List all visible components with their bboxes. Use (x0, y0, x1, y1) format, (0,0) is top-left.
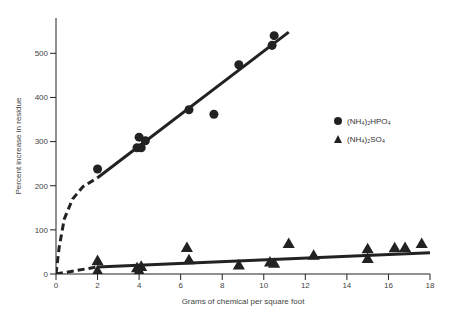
svg-text:12: 12 (301, 281, 310, 290)
svg-text:300: 300 (35, 137, 49, 146)
svg-text:16: 16 (384, 281, 393, 290)
svg-text:0: 0 (44, 270, 49, 279)
svg-text:100: 100 (35, 226, 49, 235)
svg-text:2: 2 (95, 281, 100, 290)
svg-text:400: 400 (35, 93, 49, 102)
svg-text:14: 14 (342, 281, 351, 290)
svg-text:Percent increase in residue: Percent increase in residue (14, 97, 23, 194)
svg-text:500: 500 (35, 49, 49, 58)
svg-text:18: 18 (426, 281, 435, 290)
svg-text:0: 0 (54, 281, 59, 290)
svg-text:4: 4 (137, 281, 142, 290)
svg-text:6: 6 (178, 281, 183, 290)
html-text:(NH₄)₂HPO₄: (NH₄)₂HPO₄ (347, 116, 391, 126)
html-text:(NH₄)₂SO₄: (NH₄)₂SO₄ (347, 134, 386, 144)
svg-text:Grams of chemical per square f: Grams of chemical per square foot (182, 297, 305, 306)
svg-text:8: 8 (220, 281, 225, 290)
svg-text:200: 200 (35, 182, 49, 191)
svg-text:10: 10 (259, 281, 268, 290)
